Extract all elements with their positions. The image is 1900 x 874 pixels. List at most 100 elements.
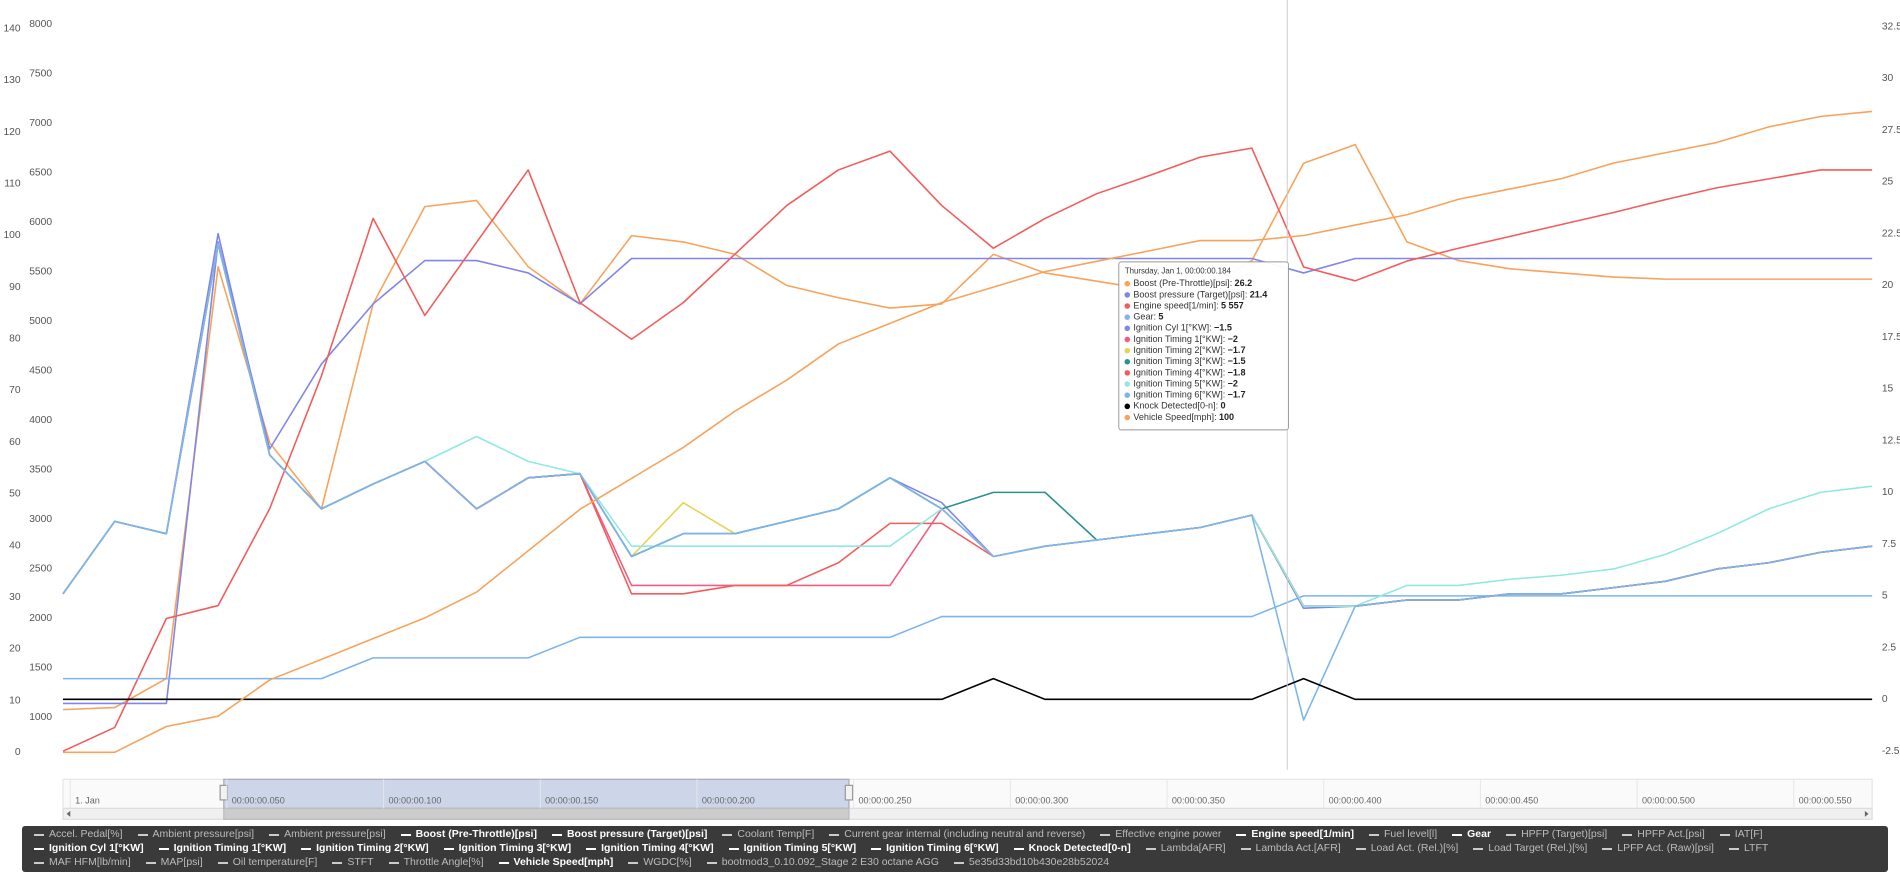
navigator-handle[interactable]	[844, 784, 854, 801]
legend-item[interactable]: Engine speed[1/min]	[1236, 828, 1354, 841]
y-tick-label: 90	[9, 282, 21, 293]
scroll-right-arrow[interactable]	[1864, 810, 1869, 817]
legend-item[interactable]: STFT	[332, 856, 374, 869]
y-tick-label: 10	[9, 695, 21, 706]
series-line	[63, 595, 1873, 680]
tooltip-series-name: Ignition Timing 1[°KW]	[1133, 334, 1222, 344]
legend-swatch	[871, 847, 882, 850]
y2-tick-label: 3500	[29, 465, 52, 476]
scrollbar-track[interactable]	[62, 807, 1873, 820]
legend-swatch	[34, 833, 44, 836]
legend-item[interactable]: WGDC[%]	[628, 856, 692, 869]
legend-label: Ignition Timing 5[°KW]	[743, 842, 857, 854]
legend-item[interactable]: Throttle Angle[%]	[388, 856, 484, 869]
legend-swatch	[1452, 833, 1463, 836]
series-line	[62, 232, 1873, 610]
legend-label: MAF HFM[lb/min]	[49, 856, 131, 868]
y3-tick-label: 12.5	[1882, 435, 1900, 446]
tooltip-sep: :	[1223, 390, 1226, 400]
legend-item[interactable]: MAP[psi]	[145, 856, 203, 869]
legend-item[interactable]: Effective engine power	[1100, 828, 1221, 841]
legend-item[interactable]: Knock Detected[0-n]	[1013, 842, 1131, 855]
legend-swatch	[137, 833, 148, 836]
legend-item[interactable]: Boost (Pre-Throttle)[psi]	[400, 828, 537, 841]
legend-item[interactable]: Ignition Timing 1[°KW]	[158, 842, 286, 855]
tooltip-value: 100	[1219, 412, 1234, 422]
tooltip-sep: :	[1154, 312, 1157, 322]
scroll-left-arrow[interactable]	[66, 810, 71, 817]
tooltip-sep: :	[1216, 401, 1219, 411]
legend-item[interactable]: 5e35d33bd10b430e28b52024	[953, 856, 1109, 869]
legend-item[interactable]: Current gear internal (including neutral…	[829, 828, 1085, 841]
tooltip-box	[1118, 261, 1289, 431]
legend-item[interactable]: Ignition Timing 2[°KW]	[301, 842, 429, 855]
navigator-handle[interactable]	[219, 784, 229, 801]
navigator-tick-label: 00:00:00.200	[702, 796, 755, 806]
legend-item[interactable]: Load Target (Rel.)[%]	[1473, 842, 1587, 855]
y-tick-label: 120	[3, 127, 20, 138]
legend-swatch	[443, 847, 454, 850]
series-line	[62, 243, 1873, 607]
legend-label: Ignition Cyl 1[°KW]	[49, 842, 144, 854]
legend-item[interactable]: Vehicle Speed[mph]	[498, 856, 614, 869]
tooltip-value: −1.5	[1228, 356, 1246, 366]
tooltip-series-name: Vehicle Speed[mph]	[1133, 412, 1214, 422]
legend-swatch	[1145, 847, 1156, 850]
legend-item[interactable]: Accel. Pedal[%]	[34, 828, 123, 841]
legend-swatch	[1622, 833, 1633, 836]
legend-swatch	[722, 833, 733, 836]
legend-item[interactable]: Ambient pressure[psi]	[137, 828, 254, 841]
scrollbar-thumb[interactable]	[223, 807, 850, 820]
legend-item[interactable]: Lambda Act.[AFR]	[1240, 842, 1341, 855]
legend-item[interactable]: Boost pressure (Target)[psi]	[551, 828, 707, 841]
tooltip-value: 0	[1220, 401, 1225, 411]
y-tick-label: 60	[9, 437, 21, 448]
y-tick-label: 140	[3, 23, 20, 34]
y3-tick-label: 17.5	[1882, 332, 1900, 343]
legend-item[interactable]: IAT[F]	[1719, 828, 1763, 841]
y3-tick-label: 27.5	[1882, 125, 1900, 136]
legend-item[interactable]: Ignition Timing 6[°KW]	[871, 842, 999, 855]
legend-item[interactable]: Ambient pressure[psi]	[269, 828, 386, 841]
legend-item[interactable]: LTFT	[1728, 842, 1768, 855]
legend-swatch	[1506, 833, 1517, 836]
y2-tick-label: 8000	[29, 19, 52, 30]
y-tick-label: 70	[9, 385, 21, 396]
legend-swatch	[332, 861, 343, 864]
y2-tick-label: 4500	[29, 366, 52, 377]
navigator-selection	[223, 778, 850, 810]
tooltip-value: −2	[1228, 378, 1238, 388]
tooltip-dot	[1124, 303, 1131, 309]
tooltip-dot	[1124, 414, 1131, 421]
y-tick-label: 50	[9, 489, 21, 500]
legend-item[interactable]: Ignition Cyl 1[°KW]	[34, 842, 144, 855]
y3-tick-label: 10	[1882, 487, 1894, 498]
legend-item[interactable]: Lambda[AFR]	[1145, 842, 1226, 855]
legend-item[interactable]: Load Act. (Rel.)[%]	[1355, 842, 1458, 855]
legend-item[interactable]: MAF HFM[lb/min]	[34, 856, 131, 869]
legend-item[interactable]: Fuel level[l]	[1369, 828, 1437, 841]
legend-item[interactable]: Coolant Temp[F]	[722, 828, 814, 841]
legend-swatch	[1602, 847, 1613, 850]
legend-item[interactable]: Gear	[1452, 828, 1491, 841]
tooltip-sep: :	[1223, 356, 1226, 366]
legend-item[interactable]: Ignition Timing 5[°KW]	[728, 842, 857, 855]
legend-item[interactable]: Ignition Timing 3[°KW]	[443, 842, 571, 855]
y2-tick-label: 7500	[29, 69, 52, 80]
y2-tick-label: 6000	[29, 217, 52, 228]
legend-item[interactable]: Ignition Timing 4[°KW]	[586, 842, 714, 855]
y3-tick-label: 20	[1882, 280, 1894, 291]
legend-item[interactable]: HPFP (Target)[psi]	[1506, 828, 1607, 841]
series-line	[62, 147, 1873, 752]
legend-item[interactable]: Oil temperature[F]	[217, 856, 317, 869]
legend-item[interactable]: bootmod3_0.10.092_Stage 2 E30 octane AGG	[706, 856, 939, 869]
legend-label: Vehicle Speed[mph]	[513, 856, 614, 868]
tooltip-value: −1.5	[1214, 323, 1232, 333]
legend-item[interactable]: HPFP Act.[psi]	[1622, 828, 1705, 841]
tooltip-value: 21.4	[1250, 289, 1268, 299]
legend: Accel. Pedal[%] Ambient pressure[psi] Ambi…	[22, 826, 1888, 872]
legend-item[interactable]: LPFP Act. (Raw)[psi]	[1602, 842, 1714, 855]
navigator-tick-label: 00:00:00.450	[1485, 796, 1538, 806]
tooltip-dot	[1124, 292, 1131, 298]
